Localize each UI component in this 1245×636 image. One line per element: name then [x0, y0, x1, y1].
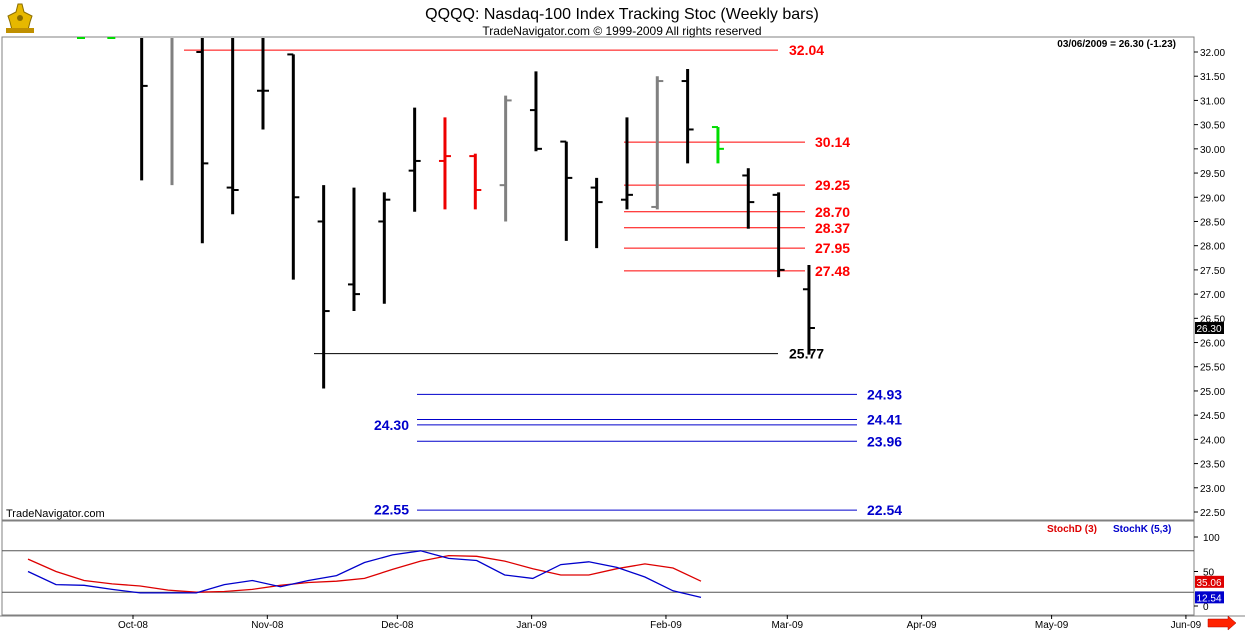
last-price-badge: 26.30: [1195, 322, 1224, 335]
price-bar: [347, 187, 360, 312]
level-label: 24.41: [867, 412, 902, 428]
price-bar: [681, 68, 694, 164]
bull-bear-logo-icon: [6, 3, 34, 33]
level-label: 27.95: [815, 240, 850, 256]
legend-stochd: StochD (3): [1047, 524, 1097, 535]
x-tick-label: May-09: [1035, 620, 1069, 631]
price-bar: [620, 117, 633, 210]
price-y-tick-label: 28.50: [1200, 217, 1225, 228]
price-y-tick-label: 31.50: [1200, 72, 1225, 83]
price-y-tick-label: 29.00: [1200, 193, 1225, 204]
stochk-line: [27, 550, 702, 599]
price-bar: [140, 38, 148, 181]
price-y-tick-label: 26.50: [1200, 314, 1225, 325]
price-bar: [772, 192, 785, 278]
price-bar: [711, 126, 724, 164]
price-y-tick-label: 28.00: [1200, 242, 1225, 253]
price-bar: [226, 38, 239, 215]
stochd-last-badge: 35.06: [1195, 575, 1224, 589]
price-bar: [499, 95, 512, 222]
price-bar: [802, 265, 815, 355]
x-tick-label: Apr-09: [907, 620, 937, 631]
price-bar: [317, 185, 330, 389]
x-tick-label: Dec-08: [381, 620, 414, 631]
price-y-tick-label: 32.00: [1200, 48, 1225, 59]
price-y-tick-label: 31.00: [1200, 96, 1225, 107]
stoch-y-tick-label: 0: [1203, 602, 1209, 613]
last-price-info: 03/06/2009 = 26.30 (-1.23): [1057, 39, 1176, 50]
price-y-tick-label: 26.00: [1200, 339, 1225, 350]
level-label: 28.37: [815, 220, 850, 236]
price-y-tick-label: 30.00: [1200, 145, 1225, 156]
level-label: 29.25: [815, 177, 850, 193]
level-label: 30.14: [815, 134, 850, 150]
x-tick-label: Mar-09: [771, 620, 803, 631]
x-axis: Oct-08 Nov-08 Dec-08 Jan-09 Feb-09 Mar-09 Apr-…: [118, 615, 1202, 631]
x-tick-label: Jun-09: [1171, 620, 1202, 631]
price-y-tick-label: 29.50: [1200, 169, 1225, 180]
level-label: 25.77: [789, 346, 824, 362]
svg-text:35.06: 35.06: [1196, 578, 1221, 589]
price-bar: [742, 168, 755, 229]
price-bar: [196, 38, 209, 244]
price-bar: [256, 38, 269, 130]
price-bar: [560, 140, 573, 241]
x-tick-label: Jan-09: [516, 620, 547, 631]
stoch-y-tick-label: 100: [1203, 533, 1220, 544]
price-y-tick-label: 23.00: [1200, 484, 1225, 495]
level-label: 32.04: [789, 42, 824, 58]
price-y-tick-label: 23.50: [1200, 460, 1225, 471]
level-label: 24.93: [867, 386, 902, 402]
price-bar: [438, 117, 451, 210]
price-bar: [590, 177, 603, 249]
svg-text:26.30: 26.30: [1196, 324, 1221, 335]
price-bar: [378, 192, 391, 304]
price-panel-frame: [1, 36, 1195, 521]
price-y-tick-label: 27.50: [1200, 266, 1225, 277]
stochk-last-badge: 12.54: [1195, 591, 1224, 604]
price-y-tick-label: 27.00: [1200, 290, 1225, 301]
level-label: 24.30: [374, 417, 409, 433]
price-bar: [469, 153, 482, 210]
watermark: TradeNavigator.com: [6, 508, 105, 520]
x-tick-label: Oct-08: [118, 620, 148, 631]
price-bar: [651, 76, 664, 210]
scroll-right-arrow-icon[interactable]: [1207, 615, 1237, 631]
price-bar: [408, 107, 421, 212]
stochd-line: [27, 554, 702, 593]
price-y-tick-label: 25.00: [1200, 387, 1225, 398]
price-bar: [529, 71, 542, 152]
stoch-panel-frame: [1, 520, 1195, 616]
chart-subtitle: TradeNavigator.com © 1999-2009 All right…: [482, 24, 761, 38]
price-bar: [287, 53, 300, 280]
x-tick-label: Nov-08: [251, 620, 284, 631]
svg-text:12.54: 12.54: [1196, 593, 1221, 604]
level-label: 27.48: [815, 263, 850, 279]
price-y-tick-label: 25.50: [1200, 363, 1225, 374]
price-y-tick-label: 22.50: [1200, 508, 1225, 519]
stoch-lines: 35.06 12.54: [27, 550, 1224, 604]
price-y-tick-label: 30.50: [1200, 121, 1225, 132]
price-bars: [77, 37, 815, 389]
level-label: 23.96: [867, 433, 902, 449]
price-y-tick-label: 24.00: [1200, 435, 1225, 446]
x-tick-label: Feb-09: [650, 620, 682, 631]
price-y-axis: 22.50 23.00 23.50 24.00 24.50 25.00 25.50 26.00…: [1194, 48, 1225, 519]
level-label: 28.70: [815, 204, 850, 220]
chart-title: QQQQ: Nasdaq-100 Index Tracking Stoc (We…: [425, 6, 819, 23]
stoch-y-tick-label: 50: [1203, 568, 1215, 579]
level-label: 22.55: [374, 502, 409, 518]
price-y-tick-label: 24.50: [1200, 411, 1225, 422]
legend-stochk: StochK (5,3): [1113, 524, 1171, 535]
level-label: 22.54: [867, 502, 902, 518]
